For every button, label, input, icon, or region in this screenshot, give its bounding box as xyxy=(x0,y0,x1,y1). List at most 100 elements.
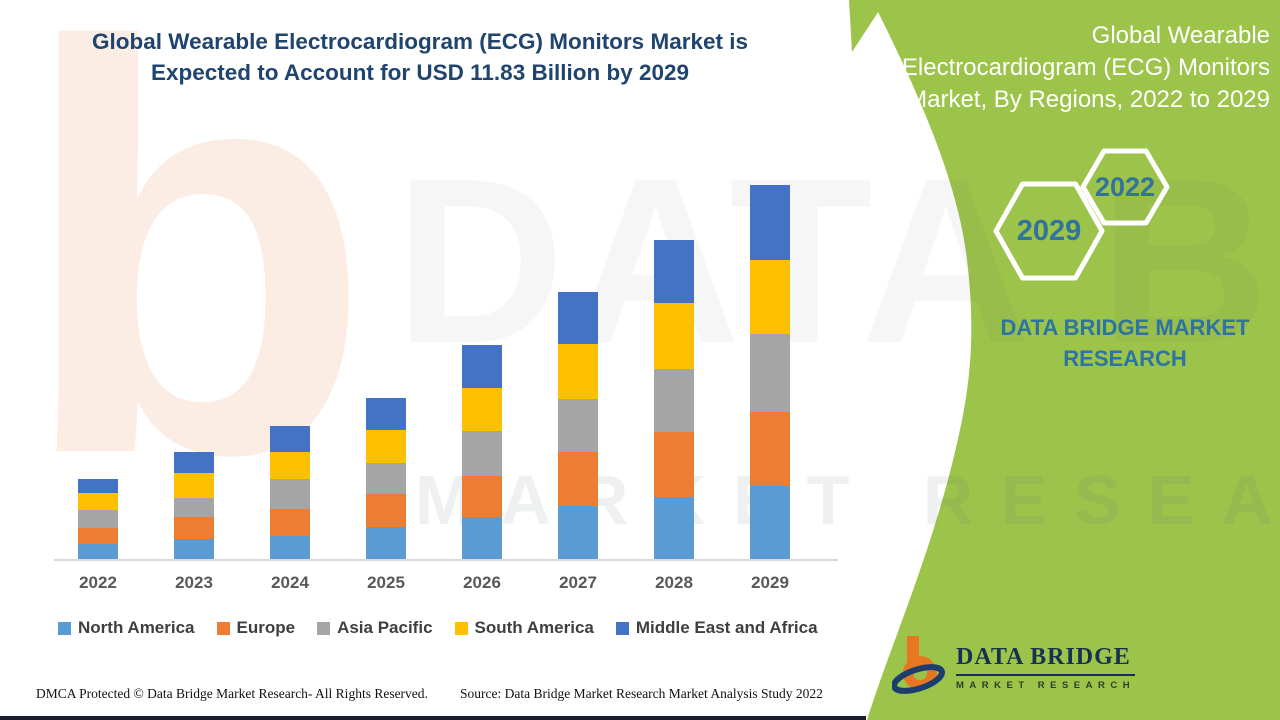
panel-brand-text: DATA BRIDGE MARKET RESEARCH xyxy=(960,312,1280,374)
bar-segment xyxy=(558,506,598,560)
bar-2029 xyxy=(750,185,790,560)
panel-title-line3: Market, By Regions, 2022 to 2029 xyxy=(907,86,1270,113)
bar-segment xyxy=(78,527,118,544)
panel-brand-line2: RESEARCH xyxy=(1063,346,1187,371)
bar-segment xyxy=(462,388,502,431)
panel-corner-triangle xyxy=(849,0,886,52)
panel-title-line2: Electrocardiogram (ECG) Monitors xyxy=(901,54,1270,81)
dmca-notice: DMCA Protected © Data Bridge Market Rese… xyxy=(36,686,428,701)
bar-segment xyxy=(750,411,790,486)
bottom-divider xyxy=(0,716,866,720)
watermark-brand-text: DATA BRIDGE xyxy=(395,129,1280,392)
bar-segment xyxy=(174,473,214,499)
bar-2028 xyxy=(654,239,694,560)
chart-title-line1: Global Wearable Electrocardiogram (ECG) … xyxy=(92,29,748,54)
panel-title-line1: Global Wearable xyxy=(1091,22,1270,49)
bar-segment xyxy=(78,478,118,494)
hexagon-2029-label: 2029 xyxy=(1017,215,1082,247)
bar-segment xyxy=(174,452,214,474)
bar-segment xyxy=(366,430,406,464)
logo-title: DATA BRIDGE xyxy=(956,644,1136,676)
bar-segment xyxy=(462,516,502,560)
data-bridge-logo-mark xyxy=(892,636,945,694)
bar-segment xyxy=(366,526,406,560)
bar-segment xyxy=(750,259,790,335)
legend-item: North America xyxy=(58,618,195,638)
bar-segment xyxy=(366,398,406,431)
x-axis-label: 2027 xyxy=(559,573,597,592)
panel-main-shape xyxy=(867,0,1280,720)
x-axis-label: 2025 xyxy=(367,573,405,592)
bar-segment xyxy=(174,516,214,540)
x-axis-label: 2022 xyxy=(79,573,117,592)
x-axis-label: 2026 xyxy=(463,573,501,592)
bar-segment xyxy=(462,476,502,517)
x-axis-label: 2029 xyxy=(751,573,789,592)
bar-segment xyxy=(78,509,118,528)
legend-item: Asia Pacific xyxy=(317,618,433,638)
bar-segment xyxy=(558,451,598,507)
bar-segment xyxy=(462,431,502,476)
bar-segment xyxy=(78,543,118,560)
legend-swatch xyxy=(317,621,331,635)
x-axis-line xyxy=(54,559,838,561)
legend-label: South America xyxy=(474,618,594,637)
legend-swatch xyxy=(454,621,468,635)
bar-segment xyxy=(366,463,406,495)
bar-segment xyxy=(462,345,502,389)
bar-segment xyxy=(366,494,406,527)
data-bridge-logo: DATA BRIDGE MARKET RESEARCH xyxy=(892,634,1136,696)
chart-title-line2: Expected to Account for USD 11.83 Billio… xyxy=(150,60,690,85)
bar-segment xyxy=(654,431,694,497)
hexagon-2029 xyxy=(993,181,1105,281)
bar-segment xyxy=(654,496,694,560)
bar-2027 xyxy=(558,291,598,560)
bar-2024 xyxy=(270,425,310,560)
watermark-b-logo: b xyxy=(18,0,373,574)
bar-segment xyxy=(270,451,310,480)
legend-item: Europe xyxy=(216,618,296,638)
x-axis-label: 2028 xyxy=(655,573,693,592)
bar-2025 xyxy=(366,398,406,560)
legend-label: Europe xyxy=(236,618,296,637)
bar-segment xyxy=(558,399,598,452)
bar-segment xyxy=(174,498,214,517)
chart-legend: North America Europe Asia Pacific South Ame… xyxy=(58,618,818,638)
bar-segment xyxy=(270,535,310,560)
logo-subtitle: MARKET RESEARCH xyxy=(956,680,1136,691)
hexagon-2022 xyxy=(1080,148,1170,226)
bar-2023 xyxy=(174,452,214,560)
bar-segment xyxy=(270,479,310,510)
bar-segment xyxy=(750,185,790,260)
hexagon-2022-label: 2022 xyxy=(1095,172,1155,202)
panel-brand-line1: DATA BRIDGE MARKET xyxy=(1000,315,1250,340)
legend-swatch xyxy=(58,621,71,635)
year-hexagons: 2022 2029 xyxy=(993,148,1170,281)
panel-title: Global Wearable Electrocardiogram (ECG) … xyxy=(880,20,1280,116)
legend-item: Middle East and Africa xyxy=(615,618,818,638)
bar-segment xyxy=(78,493,118,510)
x-axis-label: 2024 xyxy=(271,573,309,592)
x-axis-label: 2023 xyxy=(175,573,213,592)
legend-item: South America xyxy=(454,618,594,638)
legend-swatch xyxy=(615,621,629,635)
bar-segment xyxy=(654,369,694,432)
bar-segment xyxy=(270,425,310,452)
source-note: Source: Data Bridge Market Research Mark… xyxy=(460,686,823,701)
legend-label: Middle East and Africa xyxy=(635,618,818,637)
bar-segment xyxy=(750,485,790,560)
bar-segment xyxy=(654,239,694,303)
legend-label: North America xyxy=(78,618,195,637)
bar-segment xyxy=(750,334,790,412)
bar-2026 xyxy=(462,345,502,560)
bar-segment xyxy=(654,302,694,370)
bar-2022 xyxy=(78,478,118,560)
bar-segment xyxy=(558,344,598,400)
legend-label: Asia Pacific xyxy=(337,618,433,637)
bar-segment xyxy=(558,291,598,345)
legend-swatch xyxy=(216,621,230,635)
chart-title: Global Wearable Electrocardiogram (ECG) … xyxy=(70,26,770,88)
